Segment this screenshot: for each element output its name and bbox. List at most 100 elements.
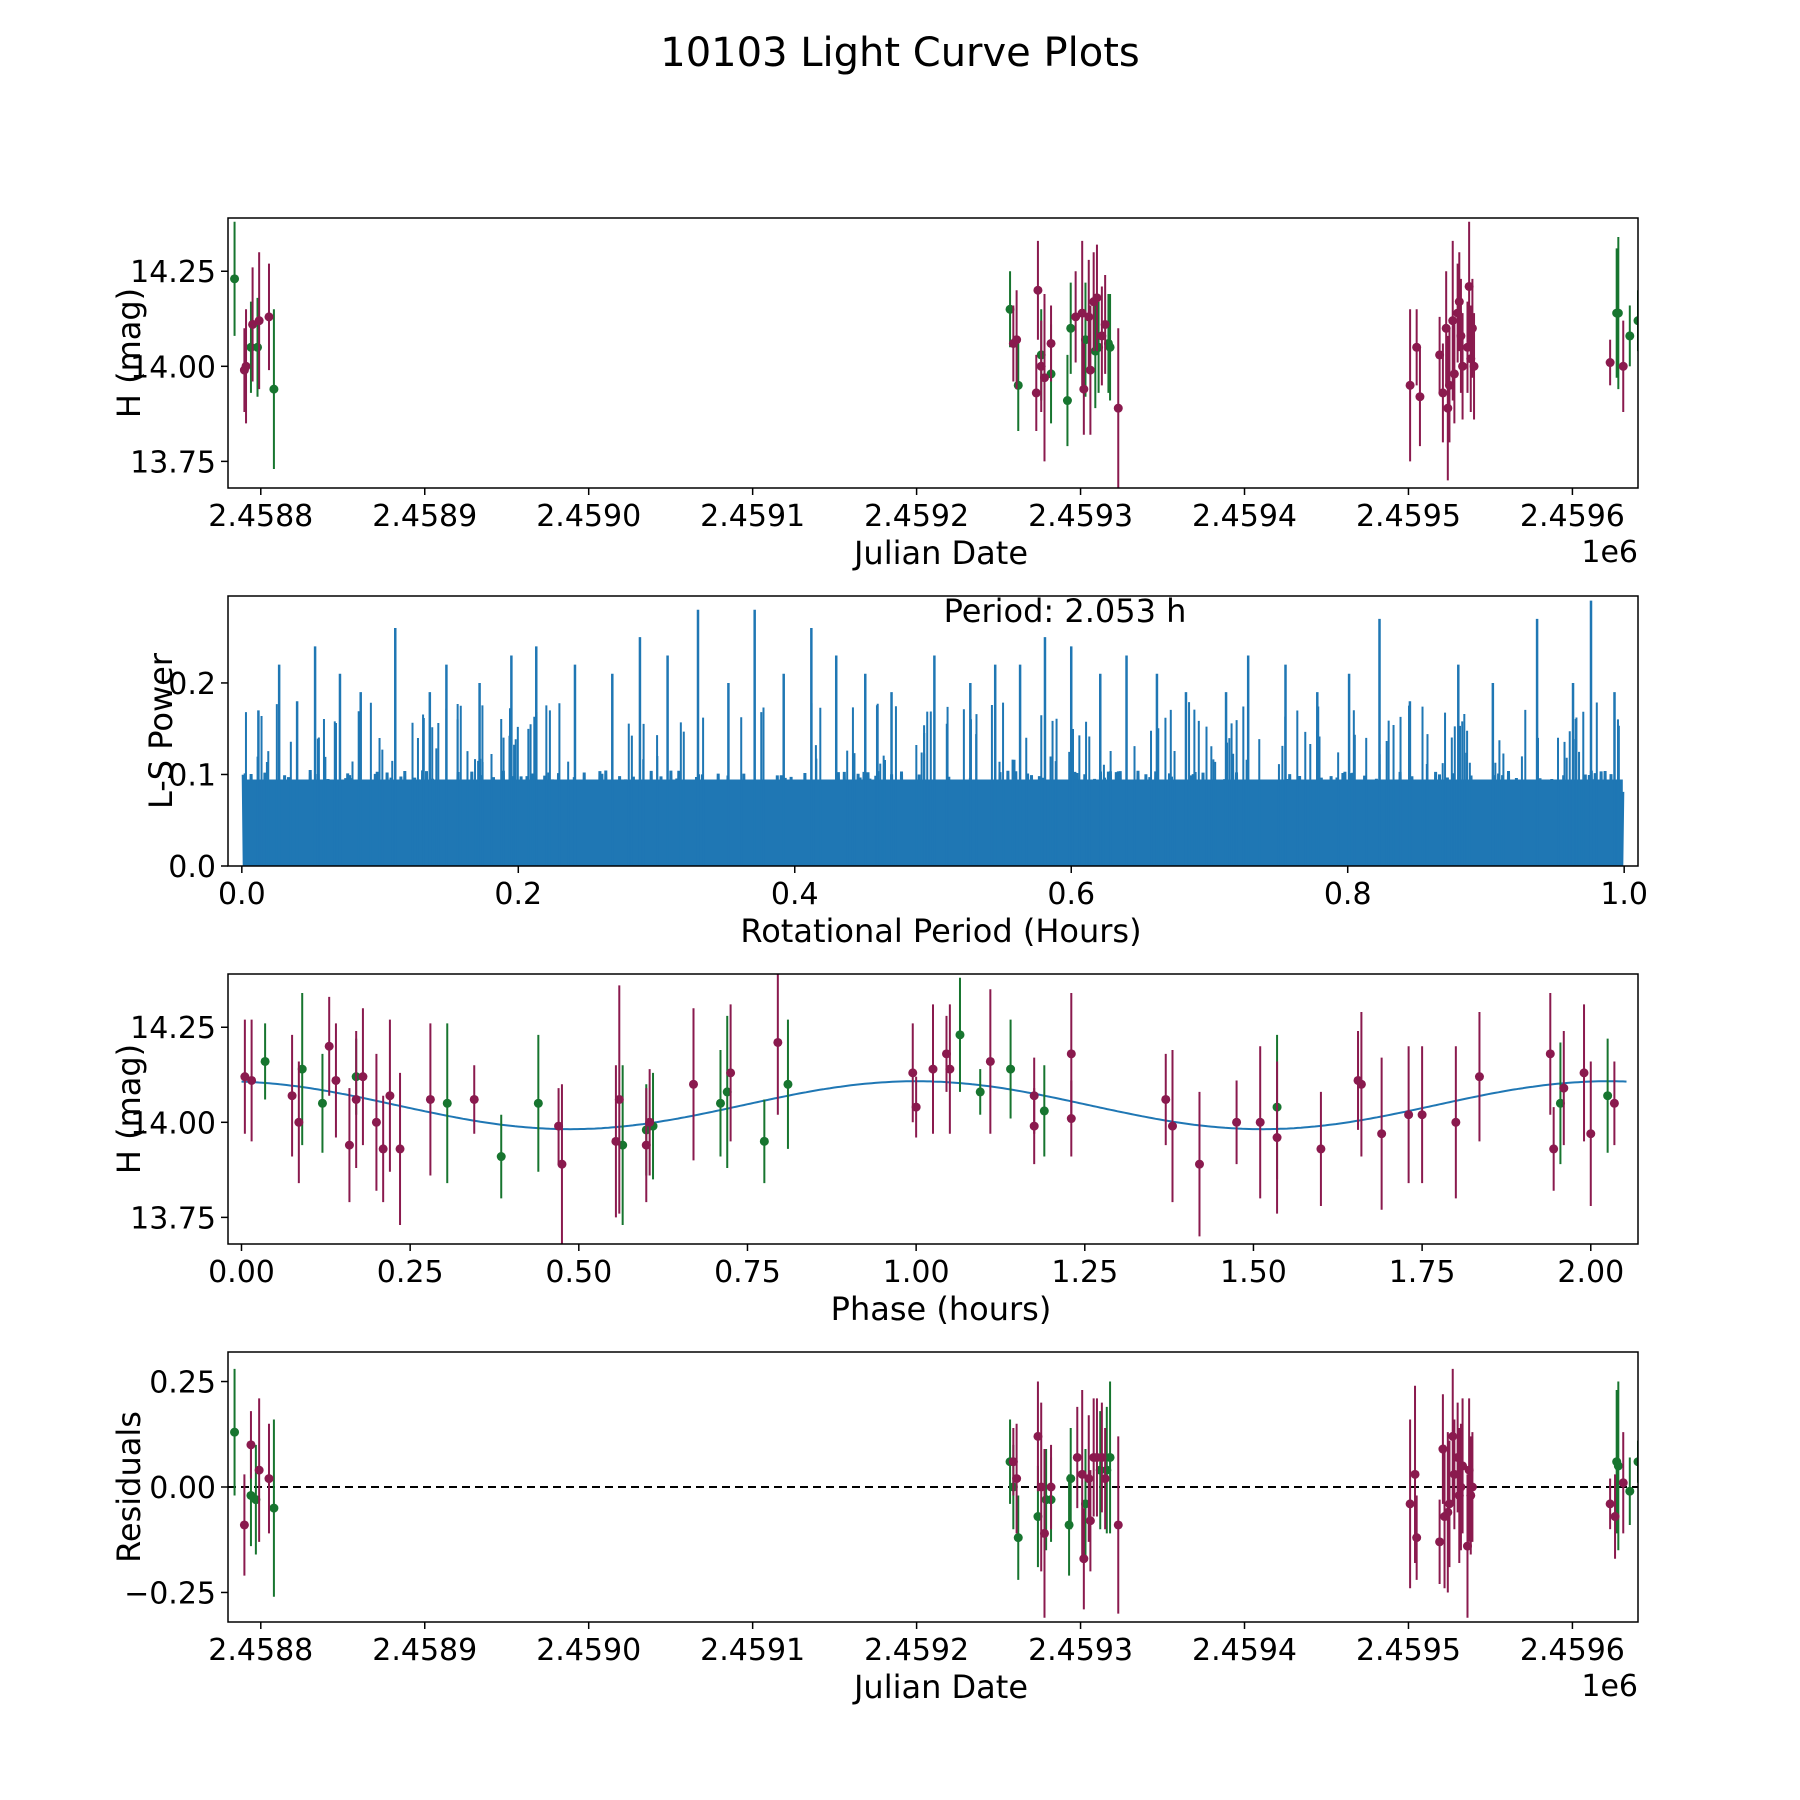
data-point xyxy=(230,274,240,284)
x-tick-label: 1.00 xyxy=(883,1255,950,1290)
data-point xyxy=(1167,1121,1177,1131)
data-point xyxy=(1474,1072,1484,1082)
periodogram-chart: 0.0 0.2 0.4 0.6 0.8 1.0 0.0 0.1 0.2 Rotational Pe… xyxy=(142,592,1648,950)
y-tick-label: 14.25 xyxy=(130,255,216,290)
data-point xyxy=(425,1094,435,1104)
data-point xyxy=(1097,1452,1107,1462)
data-point xyxy=(358,1072,368,1082)
plot-area xyxy=(230,221,1638,488)
x-tick-label: 2.4589 xyxy=(372,499,477,534)
y-tick-label: 14.25 xyxy=(130,1011,216,1046)
x-tick-label: 1.75 xyxy=(1389,1255,1456,1290)
data-point xyxy=(1618,1478,1628,1488)
y-tick-label: −0.25 xyxy=(124,1576,216,1611)
data-point xyxy=(975,1087,985,1097)
x-tick-label: 2.4593 xyxy=(1028,499,1133,534)
light-curve-chart: 2.4588 2.4589 2.4590 2.4591 2.4592 2.4593 2.45… xyxy=(110,217,1639,572)
data-point xyxy=(1633,1457,1638,1467)
data-point xyxy=(1435,1537,1445,1547)
data-point xyxy=(351,1094,361,1104)
data-point xyxy=(1092,293,1102,303)
data-point xyxy=(1316,1144,1326,1154)
data-point xyxy=(1586,1129,1596,1139)
data-point xyxy=(1194,1159,1204,1169)
data-point xyxy=(324,1041,334,1051)
data-point xyxy=(1036,361,1046,371)
data-point xyxy=(1084,312,1094,322)
x-tick-label: 0.75 xyxy=(714,1255,781,1290)
data-point xyxy=(1549,1144,1559,1154)
data-point xyxy=(1113,403,1123,413)
data-point xyxy=(1467,323,1477,333)
data-point xyxy=(297,1064,307,1074)
data-point xyxy=(1031,388,1041,398)
data-point xyxy=(726,1068,736,1078)
data-point xyxy=(1438,1444,1448,1454)
data-point xyxy=(1085,1516,1095,1526)
data-point xyxy=(1255,1117,1265,1127)
y-tick-label: 0.00 xyxy=(149,1471,216,1506)
data-point xyxy=(1444,1499,1454,1509)
data-point xyxy=(378,1144,388,1154)
data-point xyxy=(1012,1474,1022,1484)
x-tick-label: 1.25 xyxy=(1051,1255,1118,1290)
series-magenta xyxy=(239,1368,1628,1618)
x-tick-label: 2.4590 xyxy=(536,1633,641,1668)
plot-area xyxy=(240,974,1627,1244)
data-point xyxy=(1449,369,1459,379)
data-point xyxy=(254,316,264,326)
y-axis-label: Residuals xyxy=(110,1411,148,1563)
y-tick-label: 0.2 xyxy=(168,667,216,702)
data-point xyxy=(1464,281,1474,291)
data-point xyxy=(1066,1049,1076,1059)
data-point xyxy=(618,1140,628,1150)
data-point xyxy=(1469,361,1479,371)
data-point xyxy=(1105,342,1115,352)
data-point xyxy=(1579,1068,1589,1078)
axes-frame xyxy=(227,217,1639,489)
data-point xyxy=(1625,1486,1635,1496)
power-fill xyxy=(243,779,1623,866)
data-point xyxy=(1415,392,1425,402)
data-point xyxy=(1066,1474,1076,1484)
data-point xyxy=(1555,1098,1565,1108)
plot-area xyxy=(228,1368,1638,1618)
x-tick-label: 2.4596 xyxy=(1520,1633,1625,1668)
data-point xyxy=(985,1056,995,1066)
data-point xyxy=(1008,1457,1018,1467)
data-point xyxy=(1545,1049,1555,1059)
x-tick-label: 0.8 xyxy=(1324,877,1372,912)
data-point xyxy=(554,1121,564,1131)
y-tick-label: 14.00 xyxy=(130,350,216,385)
data-point xyxy=(442,1098,452,1108)
data-point xyxy=(264,1474,274,1484)
y-axis-label: H (mag) xyxy=(110,288,148,418)
data-point xyxy=(230,1427,240,1437)
data-point xyxy=(1062,396,1072,406)
x-tick-label: 2.4595 xyxy=(1356,1633,1461,1668)
data-point xyxy=(1456,1482,1466,1492)
data-point xyxy=(1100,319,1110,329)
data-point xyxy=(614,1094,624,1104)
data-point xyxy=(1064,1520,1074,1530)
data-point xyxy=(1412,342,1422,352)
data-point xyxy=(1033,1512,1043,1522)
data-point xyxy=(1013,1533,1023,1543)
x-tick-label: 0.00 xyxy=(208,1255,275,1290)
x-tick-label: 2.00 xyxy=(1557,1255,1624,1290)
data-point xyxy=(759,1136,769,1146)
x-tick-label: 0.4 xyxy=(771,877,819,912)
series-green xyxy=(230,221,1638,469)
axes-frame xyxy=(227,595,1639,867)
data-point xyxy=(253,342,263,352)
series-magenta xyxy=(240,974,1619,1244)
x-tick-label: 2.4591 xyxy=(700,499,805,534)
data-point xyxy=(1613,308,1623,318)
data-point xyxy=(395,1144,405,1154)
series-magenta xyxy=(239,221,1628,488)
data-point xyxy=(1444,380,1454,390)
data-point xyxy=(557,1159,567,1169)
data-point xyxy=(1404,1110,1414,1120)
data-point xyxy=(1036,1482,1046,1492)
